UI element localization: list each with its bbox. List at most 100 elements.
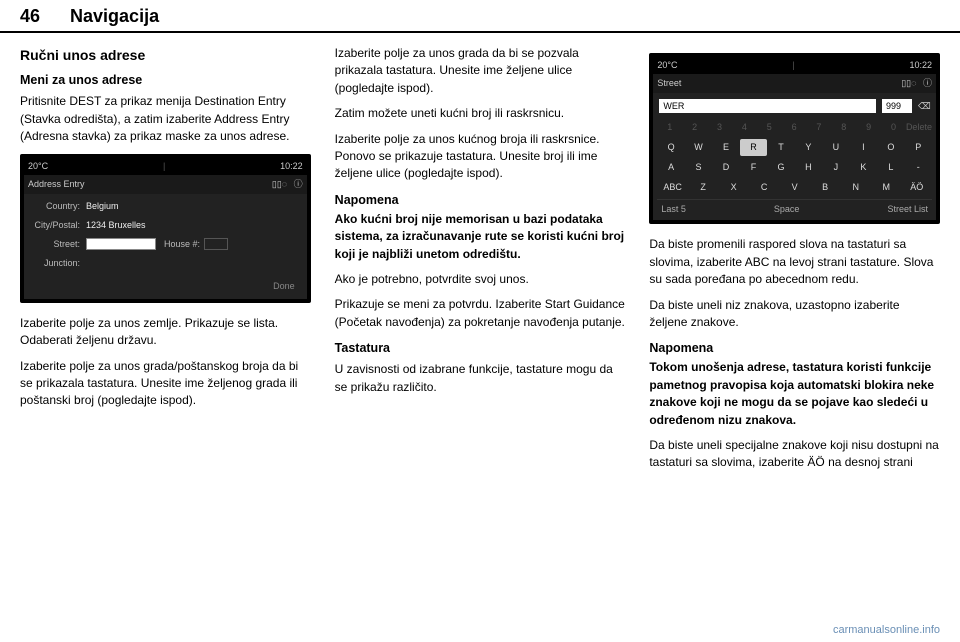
- kb-key-f[interactable]: F: [740, 159, 767, 176]
- column-left: Ručni unos adrese Meni za unos adrese Pr…: [20, 45, 311, 480]
- column-right: 20°C | 10:22 Street ▯▯◌ ⓘ WER 999 ⌫ 1234…: [649, 45, 940, 480]
- kb-key-4[interactable]: 4: [732, 119, 757, 136]
- backspace-icon[interactable]: ⌫: [918, 100, 930, 112]
- kb-key-9[interactable]: 9: [856, 119, 881, 136]
- text-abc-layout: Da biste promenili raspored slova na tas…: [649, 236, 940, 288]
- info-icon: ⓘ: [294, 179, 303, 189]
- label-street: Street:: [30, 238, 86, 251]
- form-row-street[interactable]: Street: House #:: [30, 238, 301, 251]
- page-content: Ručni unos adrese Meni za unos adrese Pr…: [0, 33, 960, 480]
- screenshot-body: Country: Belgium City/Postal: 1234 Bruxe…: [24, 194, 307, 299]
- kb-key-i[interactable]: I: [850, 139, 877, 156]
- screenshot-keyboard: 20°C | 10:22 Street ▯▯◌ ⓘ WER 999 ⌫ 1234…: [649, 53, 940, 224]
- kb-key-t[interactable]: T: [767, 139, 794, 156]
- kb-row-1: QWERTYUIOP: [657, 139, 932, 156]
- note-title-2: Napomena: [649, 339, 940, 357]
- kb-key-8[interactable]: 8: [831, 119, 856, 136]
- kb-key-c[interactable]: C: [749, 179, 780, 196]
- kb-number-input[interactable]: 999: [882, 99, 912, 113]
- kb-body: WER 999 ⌫ 1234567890Delete QWERTYUIOP AS…: [653, 93, 936, 220]
- kb-key-abc[interactable]: ABC: [657, 179, 688, 196]
- kb-key-z[interactable]: Z: [688, 179, 719, 196]
- kb-key-6[interactable]: 6: [782, 119, 807, 136]
- note-block-1: Napomena Ako kućni broj nije memorisan u…: [335, 191, 626, 263]
- kb-titlebar: Street ▯▯◌ ⓘ: [653, 74, 936, 93]
- kb-status-separator: |: [792, 59, 794, 72]
- kb-input-row: WER 999 ⌫: [657, 97, 932, 115]
- value-country: Belgium: [86, 200, 301, 213]
- kb-info-icon: ⓘ: [923, 78, 932, 88]
- kb-key-m[interactable]: M: [871, 179, 902, 196]
- kb-key-delete[interactable]: Delete: [906, 119, 932, 136]
- kb-key-u[interactable]: U: [822, 139, 849, 156]
- label-country: Country:: [30, 200, 86, 213]
- page-section-title: Navigacija: [70, 6, 159, 27]
- column-middle: Izaberite polje za unos grada da bi se p…: [335, 45, 626, 480]
- kb-key-3[interactable]: 3: [707, 119, 732, 136]
- kb-key-s[interactable]: S: [685, 159, 712, 176]
- kb-key-5[interactable]: 5: [757, 119, 782, 136]
- input-street[interactable]: [86, 238, 156, 250]
- kb-key-k[interactable]: K: [850, 159, 877, 176]
- kb-key-e[interactable]: E: [712, 139, 739, 156]
- text-select-city: Izaberite polje za unos grada/poštanskog…: [20, 358, 311, 410]
- kb-key-q[interactable]: Q: [657, 139, 684, 156]
- kb-key-0[interactable]: 0: [881, 119, 906, 136]
- kb-bottom-bar: Last 5 Space Street List: [657, 199, 932, 218]
- kb-key-p[interactable]: P: [905, 139, 932, 156]
- subheading-keyboard: Tastatura: [335, 339, 626, 357]
- kb-text-input[interactable]: WER: [659, 99, 876, 113]
- kb-key-h[interactable]: H: [795, 159, 822, 176]
- kb-key-g[interactable]: G: [767, 159, 794, 176]
- kb-key-y[interactable]: Y: [795, 139, 822, 156]
- screenshot-titlebar: Address Entry ▯▯◌ ⓘ: [24, 175, 307, 194]
- form-row-citypostal[interactable]: City/Postal: 1234 Bruxelles: [30, 219, 301, 232]
- kb-streetlist-button[interactable]: Street List: [887, 203, 928, 216]
- kb-row-numbers: 1234567890Delete: [657, 119, 932, 136]
- input-house[interactable]: [204, 238, 228, 250]
- screenshot-topbar: 20°C | 10:22: [24, 158, 307, 175]
- kb-status-temperature: 20°C: [657, 59, 677, 72]
- form-row-country[interactable]: Country: Belgium: [30, 200, 301, 213]
- note-body-2: Tokom unošenja adrese, tastatura koristi…: [649, 359, 940, 429]
- kb-key-d[interactable]: D: [712, 159, 739, 176]
- note-block-2: Napomena Tokom unošenja adrese, tastatur…: [649, 339, 940, 429]
- kb-key-b[interactable]: B: [810, 179, 841, 196]
- kb-row-3: ABCZXCVBNMÄÖ: [657, 179, 932, 196]
- form-row-junction[interactable]: Junction:: [30, 257, 301, 270]
- label-house: House #:: [164, 238, 200, 251]
- kb-key-v[interactable]: V: [779, 179, 810, 196]
- kb-key-o[interactable]: O: [877, 139, 904, 156]
- kb-key-r[interactable]: R: [740, 139, 767, 156]
- kb-key-a[interactable]: A: [657, 159, 684, 176]
- kb-space-button[interactable]: Space: [774, 203, 800, 216]
- text-select-country: Izaberite polje za unos zemlje. Prikazuj…: [20, 315, 311, 350]
- kb-key-j[interactable]: J: [822, 159, 849, 176]
- text-house-junction: Zatim možete uneti kućni broj ili raskrs…: [335, 105, 626, 122]
- status-time: 10:22: [280, 160, 303, 173]
- page-number: 46: [20, 6, 40, 27]
- footer-link[interactable]: carmanualsonline.info: [833, 624, 940, 636]
- label-citypostal: City/Postal:: [30, 219, 86, 232]
- signal-icons: ▯▯◌: [272, 179, 287, 189]
- kb-key--[interactable]: -: [905, 159, 932, 176]
- text-select-street-field: Izaberite polje za unos grada da bi se p…: [335, 45, 626, 97]
- kb-key-x[interactable]: X: [718, 179, 749, 196]
- text-dest-instruction: Pritisnite DEST za prikaz menija Destina…: [20, 93, 311, 145]
- kb-key-l[interactable]: L: [877, 159, 904, 176]
- kb-key-äö[interactable]: ÄÖ: [901, 179, 932, 196]
- kb-key-n[interactable]: N: [840, 179, 871, 196]
- kb-key-7[interactable]: 7: [807, 119, 832, 136]
- text-confirm: Ako je potrebno, potvrdite svoj unos.: [335, 271, 626, 288]
- kb-key-w[interactable]: W: [685, 139, 712, 156]
- kb-key-2[interactable]: 2: [682, 119, 707, 136]
- heading-manual-address: Ručni unos adrese: [20, 45, 311, 65]
- kb-topbar: 20°C | 10:22: [653, 57, 936, 74]
- note-body-1: Ako kućni broj nije memorisan u bazi pod…: [335, 211, 626, 263]
- screenshot-title: Address Entry: [28, 178, 85, 191]
- kb-last5-button[interactable]: Last 5: [661, 203, 686, 216]
- text-keyboard-variants: U zavisnosti od izabrane funkcije, tasta…: [335, 361, 626, 396]
- kb-key-1[interactable]: 1: [657, 119, 682, 136]
- done-button[interactable]: Done: [30, 276, 301, 295]
- text-start-guidance: Prikazuje se meni za potvrdu. Izaberite …: [335, 296, 626, 331]
